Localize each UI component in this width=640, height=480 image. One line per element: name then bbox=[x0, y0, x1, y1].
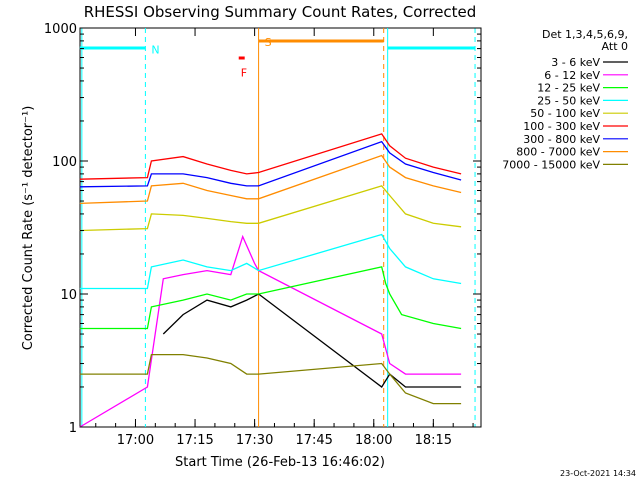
plot-frame bbox=[79, 27, 482, 428]
y-axis-ticks: 1 10 100 1000 bbox=[44, 22, 481, 436]
y-tick-label-0: 1 bbox=[69, 421, 77, 436]
legend-label-0: 3 - 6 keV bbox=[551, 56, 600, 69]
series-line-6-0 bbox=[79, 140, 462, 188]
x-axis-label: Start Time (26-Feb-13 16:46:02) bbox=[175, 455, 385, 470]
annotation-s: S bbox=[265, 36, 272, 49]
x-tick-label-1: 17:15 bbox=[176, 433, 213, 448]
legend-header-1: Att 0 bbox=[602, 40, 628, 53]
legend-label-5: 100 - 300 keV bbox=[523, 120, 600, 133]
chart-title: RHESSI Observing Summary Count Rates, Co… bbox=[84, 3, 477, 21]
x-tick-label-2: 17:30 bbox=[236, 433, 273, 448]
annotation-f: F bbox=[241, 67, 247, 80]
y-tick-label-1: 10 bbox=[60, 288, 77, 303]
legend-label-6: 300 - 800 keV bbox=[523, 133, 600, 146]
timestamp: 23-Oct-2021 14:34 bbox=[560, 469, 636, 478]
legend-header-0: Det 1,3,4,5,6,9, bbox=[542, 28, 628, 41]
x-tick-label-0: 17:00 bbox=[117, 433, 154, 448]
x-tick-label-4: 18:00 bbox=[355, 433, 392, 448]
flag-intervals bbox=[79, 39, 476, 60]
legend-label-1: 6 - 12 keV bbox=[544, 69, 600, 82]
x-tick-label-3: 17:45 bbox=[295, 433, 332, 448]
series-line-8-0 bbox=[79, 353, 462, 405]
series-line-2-0 bbox=[79, 266, 462, 330]
annotations: N S F bbox=[151, 36, 271, 80]
series-line-0-0 bbox=[162, 293, 462, 388]
legend-label-4: 50 - 100 keV bbox=[530, 107, 600, 120]
y-tick-label-2: 100 bbox=[52, 155, 77, 170]
legend-label-3: 25 - 50 keV bbox=[537, 94, 600, 107]
vertical-markers bbox=[81, 28, 476, 427]
legend-label-7: 800 - 7000 keV bbox=[516, 146, 600, 159]
y-tick-label-3: 1000 bbox=[44, 22, 77, 37]
series-line-3-0 bbox=[79, 233, 462, 290]
legend-label-2: 12 - 25 keV bbox=[537, 82, 600, 95]
annotation-n: N bbox=[151, 44, 159, 57]
series-group bbox=[79, 133, 462, 428]
series-line-5-0 bbox=[79, 133, 462, 180]
series-line-4-0 bbox=[79, 185, 462, 232]
series-line-7-0 bbox=[79, 154, 462, 205]
x-tick-label-5: 18:15 bbox=[415, 433, 452, 448]
legend-label-8: 7000 - 15000 keV bbox=[502, 158, 600, 171]
x-axis-ticks: 17:00 17:15 17:30 17:45 18:00 18:15 bbox=[95, 28, 474, 448]
y-axis-label: Corrected Count Rate (s⁻¹ detector⁻¹) bbox=[21, 106, 36, 351]
series-line-1-0 bbox=[79, 234, 462, 428]
